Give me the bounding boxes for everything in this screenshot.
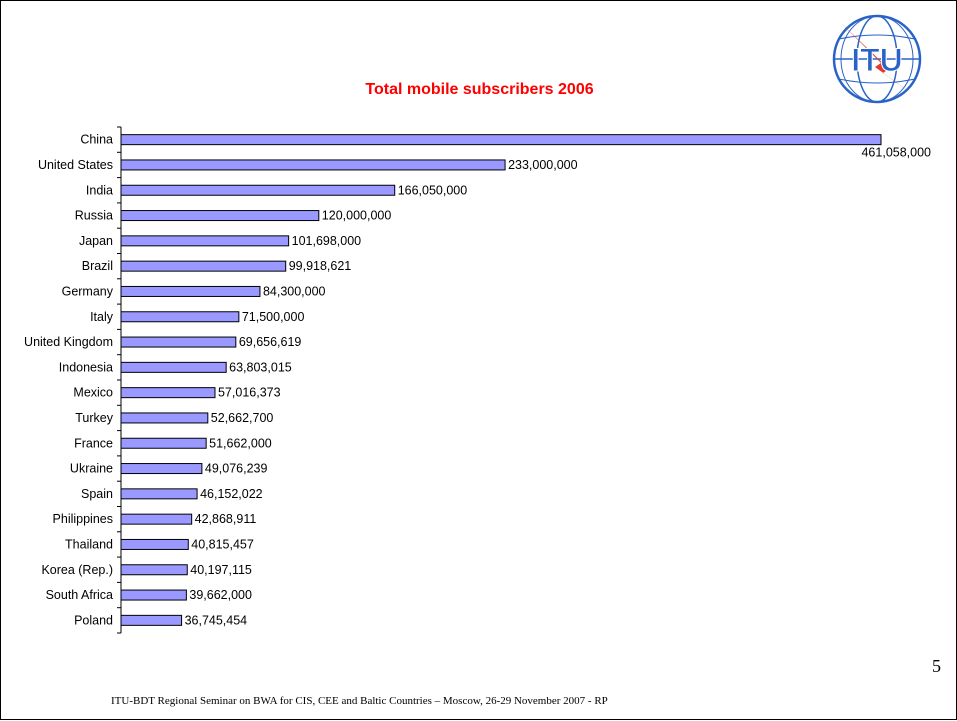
category-label: Philippines <box>53 512 113 526</box>
bar <box>120 513 193 525</box>
footer-text: ITU-BDT Regional Seminar on BWA for CIS,… <box>111 695 608 707</box>
category-label: Ukraine <box>70 462 113 476</box>
data-label: 71,500,000 <box>242 310 305 324</box>
data-label: 63,803,015 <box>229 360 292 374</box>
category-label: China <box>80 133 113 147</box>
category-label: Turkey <box>75 411 113 425</box>
data-label: 42,868,911 <box>195 512 257 526</box>
bar <box>120 538 189 550</box>
bar <box>120 463 203 475</box>
category-label: Mexico <box>73 386 113 400</box>
category-label: Poland <box>74 613 113 627</box>
bar <box>120 412 209 424</box>
category-label: South Africa <box>46 588 113 602</box>
bar <box>120 311 240 323</box>
data-label: 69,656,619 <box>239 335 302 349</box>
bar <box>120 235 290 247</box>
data-label: 40,197,115 <box>190 563 252 577</box>
bar <box>120 210 320 222</box>
category-label: United States <box>38 158 113 172</box>
bar <box>120 134 882 146</box>
data-label: 101,698,000 <box>292 234 362 248</box>
bar <box>120 361 227 373</box>
category-label: India <box>86 183 113 197</box>
itu-logo-text: ITU <box>851 42 903 78</box>
category-label: Brazil <box>82 259 113 273</box>
data-label: 46,152,022 <box>200 487 263 501</box>
page-number: 5 <box>932 656 941 676</box>
data-label: 39,662,000 <box>189 588 252 602</box>
data-label: 461,058,000 <box>861 146 931 160</box>
bar <box>120 184 396 196</box>
data-label: 51,662,000 <box>209 436 272 450</box>
category-label: Korea (Rep.) <box>41 563 113 577</box>
bar <box>120 589 187 601</box>
data-label: 49,076,239 <box>205 462 268 476</box>
bar <box>120 614 183 626</box>
category-label: Italy <box>90 310 114 324</box>
data-label: 84,300,000 <box>263 284 326 298</box>
data-label: 99,918,621 <box>289 259 352 273</box>
category-label: United Kingdom <box>24 335 113 349</box>
data-label: 233,000,000 <box>508 158 578 172</box>
category-label: Spain <box>81 487 113 501</box>
category-label: Indonesia <box>59 360 113 374</box>
bar <box>120 488 198 500</box>
data-label: 120,000,000 <box>322 209 392 223</box>
data-label: 40,815,457 <box>191 537 254 551</box>
chart-title: Total mobile subscribers 2006 <box>365 81 594 98</box>
bar <box>120 285 261 297</box>
data-label: 57,016,373 <box>218 386 281 400</box>
category-label: Thailand <box>65 537 113 551</box>
bar <box>120 260 287 272</box>
category-label: Germany <box>62 284 114 298</box>
bar <box>120 564 188 576</box>
category-label: France <box>74 436 113 450</box>
bar <box>120 437 207 449</box>
itu-logo-icon: ITU <box>832 14 922 104</box>
bar <box>120 336 237 348</box>
category-label: Russia <box>75 209 113 223</box>
data-label: 166,050,000 <box>398 183 468 197</box>
category-label: Japan <box>79 234 113 248</box>
bar <box>120 159 506 171</box>
data-label: 36,745,454 <box>185 613 248 627</box>
bar <box>120 387 216 399</box>
data-label: 52,662,700 <box>211 411 274 425</box>
